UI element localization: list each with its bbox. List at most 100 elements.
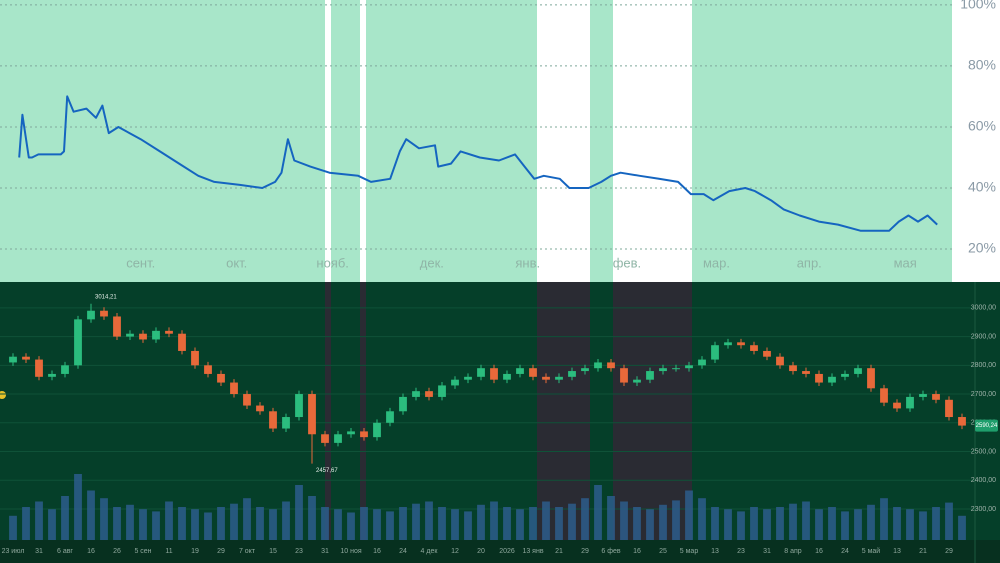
- candle-body: [9, 356, 17, 363]
- candle-body: [750, 345, 758, 351]
- volume-bar: [35, 501, 43, 540]
- x-tick-label: 16: [373, 548, 381, 555]
- volume-bar: [841, 511, 849, 540]
- x-tick-label: сент.: [126, 255, 155, 270]
- volume-bar: [815, 509, 823, 540]
- x-tick-label: 20: [477, 548, 485, 555]
- volume-bar: [750, 507, 758, 540]
- candle-body: [334, 434, 342, 443]
- volume-bar: [477, 504, 485, 540]
- top-plot-area: [0, 0, 952, 282]
- candle-body: [217, 373, 225, 383]
- candle-body: [35, 359, 43, 377]
- candle-body: [373, 422, 381, 438]
- volume-bar: [594, 485, 602, 540]
- candle-body: [776, 356, 784, 366]
- x-tick-label: 16: [87, 548, 95, 555]
- candle-body: [126, 333, 134, 337]
- x-tick-label: 4 дек: [421, 548, 439, 555]
- candle-body: [347, 431, 355, 435]
- x-tick-label: 12: [451, 548, 459, 555]
- x-tick-label: 10 ноя: [340, 548, 361, 555]
- volume-bar: [802, 501, 810, 540]
- candle-body: [100, 310, 108, 317]
- x-tick-label: 13: [893, 548, 901, 555]
- x-tick-label: 21: [555, 548, 563, 555]
- x-tick-label: 23 июл: [2, 548, 25, 555]
- x-tick-label: 29: [217, 548, 225, 555]
- x-tick-label: 26: [113, 548, 121, 555]
- candle-body: [815, 373, 823, 383]
- x-tick-label: 8 апр: [784, 548, 802, 555]
- volume-bar: [789, 503, 797, 540]
- y-tick-label: 2800,00: [971, 362, 996, 369]
- candle-body: [958, 417, 966, 426]
- volume-bar: [230, 503, 238, 540]
- candle-body: [87, 310, 95, 320]
- volume-bar: [412, 503, 420, 540]
- volume-bar: [698, 498, 706, 540]
- volume-bar: [100, 498, 108, 540]
- candle-body: [425, 391, 433, 397]
- x-tick-label: 29: [945, 548, 953, 555]
- x-tick-label: 24: [841, 548, 849, 555]
- y-tick-label: 3000,00: [971, 305, 996, 312]
- volume-bar: [919, 511, 927, 540]
- candle-body: [646, 371, 654, 380]
- y-tick-label: 2500,00: [971, 448, 996, 455]
- volume-bar: [685, 490, 693, 540]
- volume-bar: [451, 509, 459, 540]
- candle-body: [412, 391, 420, 397]
- y-tick-label: 2700,00: [971, 391, 996, 398]
- last-price-label: 2590,24: [976, 423, 998, 429]
- candle-body: [711, 345, 719, 360]
- volume-bar: [763, 509, 771, 540]
- price-annotation: 2457,67: [316, 468, 338, 474]
- candle-body: [620, 368, 628, 383]
- candle-body: [256, 405, 264, 412]
- volume-bar: [880, 498, 888, 540]
- session-band: [360, 0, 366, 282]
- candle-body: [477, 368, 485, 377]
- y-tick-label: 40%: [968, 179, 996, 195]
- volume-bar: [724, 509, 732, 540]
- y-tick-label: 2400,00: [971, 477, 996, 484]
- y-tick-label: 100%: [960, 0, 996, 12]
- last-price-badge: [975, 419, 998, 432]
- session-band: [537, 0, 590, 282]
- candle-body: [321, 434, 329, 443]
- candle-body: [191, 350, 199, 366]
- volume-bar: [386, 511, 394, 540]
- volume-bar: [61, 496, 69, 540]
- candle-body: [386, 411, 394, 423]
- volume-bar: [204, 512, 212, 540]
- candle-body: [269, 411, 277, 429]
- x-tick-label: 21: [919, 548, 927, 555]
- x-tick-label: 13 янв: [522, 548, 543, 555]
- x-tick-label: 16: [633, 548, 641, 555]
- x-tick-label: 11: [165, 548, 172, 555]
- candle-body: [165, 330, 173, 334]
- candle-body: [685, 365, 693, 369]
- volume-bar: [776, 507, 784, 540]
- volume-bar: [529, 507, 537, 540]
- y-tick-label: 20%: [968, 240, 996, 256]
- volume-bar: [581, 498, 589, 540]
- candle-body: [399, 396, 407, 412]
- candle-body: [490, 368, 498, 380]
- candle-body: [698, 359, 706, 366]
- x-tick-label: 31: [35, 548, 43, 555]
- x-tick-label: мая: [894, 255, 917, 270]
- volume-bar: [321, 507, 329, 540]
- candle-body: [542, 376, 550, 380]
- volume-bar: [113, 507, 121, 540]
- volume-bar: [633, 507, 641, 540]
- candle-body: [295, 394, 303, 418]
- volume-bar: [178, 507, 186, 540]
- volume-bar: [152, 511, 160, 540]
- candle-body: [464, 376, 472, 380]
- candle-body: [243, 394, 251, 406]
- candle-body: [113, 316, 121, 337]
- volume-bar: [854, 509, 862, 540]
- x-tick-label: 19: [191, 548, 199, 555]
